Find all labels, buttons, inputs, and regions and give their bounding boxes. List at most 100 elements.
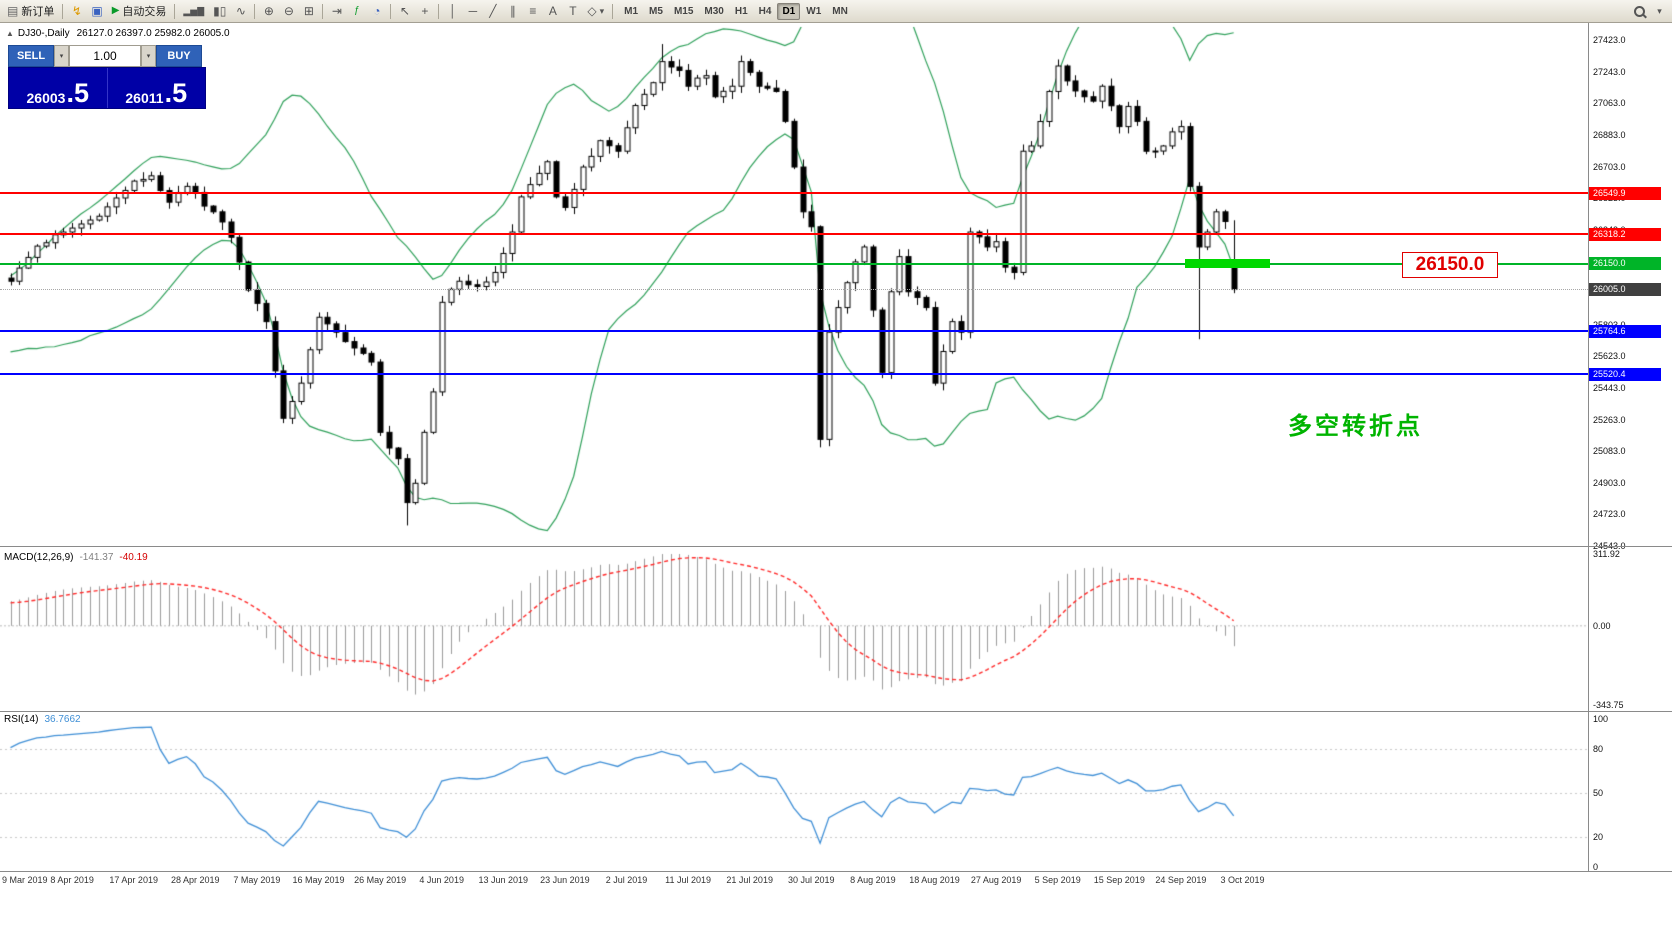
horizontal-line-icon: ─ [468,4,478,18]
autotrading-label: 自动交易 [122,6,167,18]
new-order-icon: ▤ [7,4,19,18]
sell-price[interactable]: 26003.5 [9,68,107,108]
line-chart-button[interactable]: ∿ [231,2,250,20]
toolbar-separator [612,3,614,19]
new-order-button[interactable]: ▤ 新订单 [3,2,58,20]
tile-windows-icon: ⊞ [303,4,314,18]
tile-windows-button[interactable]: ⊞ [299,2,318,20]
horizontal-line-button[interactable]: ─ [463,2,482,20]
date-label: 8 Apr 2019 [50,875,94,885]
panel-separator-rsi-dates [0,871,1672,872]
volume-dropdown[interactable]: ▾ [141,45,156,67]
chart-window: 27423.0 27243.0 27063.0 26883.0 26703.0 26523… [0,23,1672,948]
macd-indicator-label: MACD(12,26,9) -141.37 -40.19 [4,552,148,563]
vertical-line-button[interactable]: │ [443,2,462,20]
fibonacci-button[interactable]: ≡ [523,2,542,20]
text-label-button[interactable]: T [563,2,582,20]
cursor-button[interactable]: ↖ [395,2,414,20]
date-label: 5 Sep 2019 [1034,875,1081,885]
line-chart-icon: ∿ [235,4,246,18]
price-chart-canvas[interactable] [0,23,1672,948]
date-label: 23 Jun 2019 [540,875,590,885]
timeframe-h4-button[interactable]: H4 [754,3,777,20]
profiles-button[interactable]: ▣ [87,2,106,20]
toolbar-separator [62,3,64,19]
timeframe-w1-button[interactable]: W1 [801,3,826,20]
trade-panel-prices: 26003.5 26011.5 [8,67,206,109]
search-icon [1634,5,1645,17]
date-label: 7 May 2019 [233,875,281,885]
trendline-icon: ╱ [489,4,497,18]
date-label: 26 May 2019 [354,875,407,885]
time-axis[interactable]: 9 Mar 2019 8 Apr 2019 17 Apr 2019 28 Apr 20… [0,872,1588,890]
text-button[interactable]: A [543,2,562,20]
chevron-down-icon: ▾ [599,5,605,16]
zoom-out-icon: ⊖ [283,4,294,18]
timeframe-h1-button[interactable]: H1 [730,3,753,20]
macd-main-value: -141.37 [79,552,114,563]
timeframe-m15-button[interactable]: M15 [669,3,698,20]
sell-dropdown[interactable]: ▾ [54,45,69,67]
panel-separator-main-macd[interactable] [0,546,1672,547]
date-label: 24 Sep 2019 [1155,875,1207,885]
zoom-in-button[interactable]: ⊕ [259,2,278,20]
period-button[interactable]: ◔ [367,2,386,20]
vertical-line-icon: │ [449,4,457,18]
timeframe-m30-button[interactable]: M30 [699,3,728,20]
buy-button[interactable]: BUY [156,45,202,67]
one-click-trading-panel: SELL ▾ ▾ BUY 26003.5 26011.5 [8,45,206,109]
search-button[interactable] [1630,2,1649,20]
volume-input[interactable] [69,45,141,67]
date-label: 11 Jul 2019 [665,875,712,885]
date-label: 21 Jul 2019 [726,875,773,885]
toolbar-separator [322,3,324,19]
profile-icon: ▣ [91,4,103,18]
candlestick-button[interactable]: ▮▯ [209,2,230,20]
timeframe-m5-button[interactable]: M5 [644,3,668,20]
buy-price[interactable]: 26011.5 [106,68,206,109]
new-order-label: 新订单 [21,6,55,18]
alerts-button[interactable]: ↯ [67,2,86,20]
toolbar-more-button[interactable]: ▾ [1650,2,1669,20]
chevron-down-icon: ▾ [1657,5,1662,16]
timeframe-m1-button[interactable]: M1 [619,3,643,20]
autotrading-button[interactable]: ▶ 自动交易 [108,2,171,20]
price-axis-divider[interactable] [1588,23,1589,871]
date-label: 16 May 2019 [292,875,345,885]
price-callout-26150[interactable]: 26150.0 [1402,251,1498,278]
sell-button[interactable]: SELL [8,45,54,67]
indicators-button[interactable]: ƒ [347,2,366,20]
sell-price-main: 26003 [26,90,66,106]
cursor-icon: ↖ [399,4,410,18]
toolbar-separator [438,3,440,19]
rsi-indicator-label: RSI(14) 36.7662 [4,714,81,725]
shapes-button[interactable]: ◇ ▾ [583,2,608,20]
date-label: 4 Jun 2019 [419,875,464,885]
date-label: 9 Mar 2019 [2,875,48,885]
crosshair-button[interactable]: + [415,2,434,20]
toolbar-separator [390,3,392,19]
timeframe-mn-button[interactable]: MN [827,3,853,20]
date-label: 18 Aug 2019 [909,875,960,885]
date-label: 2 Jul 2019 [605,875,648,885]
auto-scroll-button[interactable]: ⇥ [327,2,346,20]
text-icon: A [548,4,557,18]
crosshair-icon: + [421,4,429,18]
turning-point-annotation[interactable]: 多空转折点 [1288,413,1423,440]
toolbar-separator [174,3,176,19]
ohlc-values: 26127.0 26397.0 25982.0 26005.0 [76,28,230,39]
buy-price-fraction: .5 [164,78,188,109]
toolbar-separator [254,3,256,19]
collapse-panel-icon[interactable]: ▲ [6,29,14,38]
panel-separator-macd-rsi[interactable] [0,711,1672,712]
timeframe-d1-button[interactable]: D1 [777,2,801,20]
channel-button[interactable]: ∥ [503,2,522,20]
bar-chart-button[interactable]: ▂▅▇ [179,2,208,20]
zoom-out-button[interactable]: ⊖ [279,2,298,20]
date-label: 17 Apr 2019 [109,875,158,885]
highlight-segment[interactable] [1185,259,1270,269]
text-label-icon: T [569,4,577,18]
auto-scroll-icon: ⇥ [331,4,342,18]
trendline-button[interactable]: ╱ [483,2,502,20]
